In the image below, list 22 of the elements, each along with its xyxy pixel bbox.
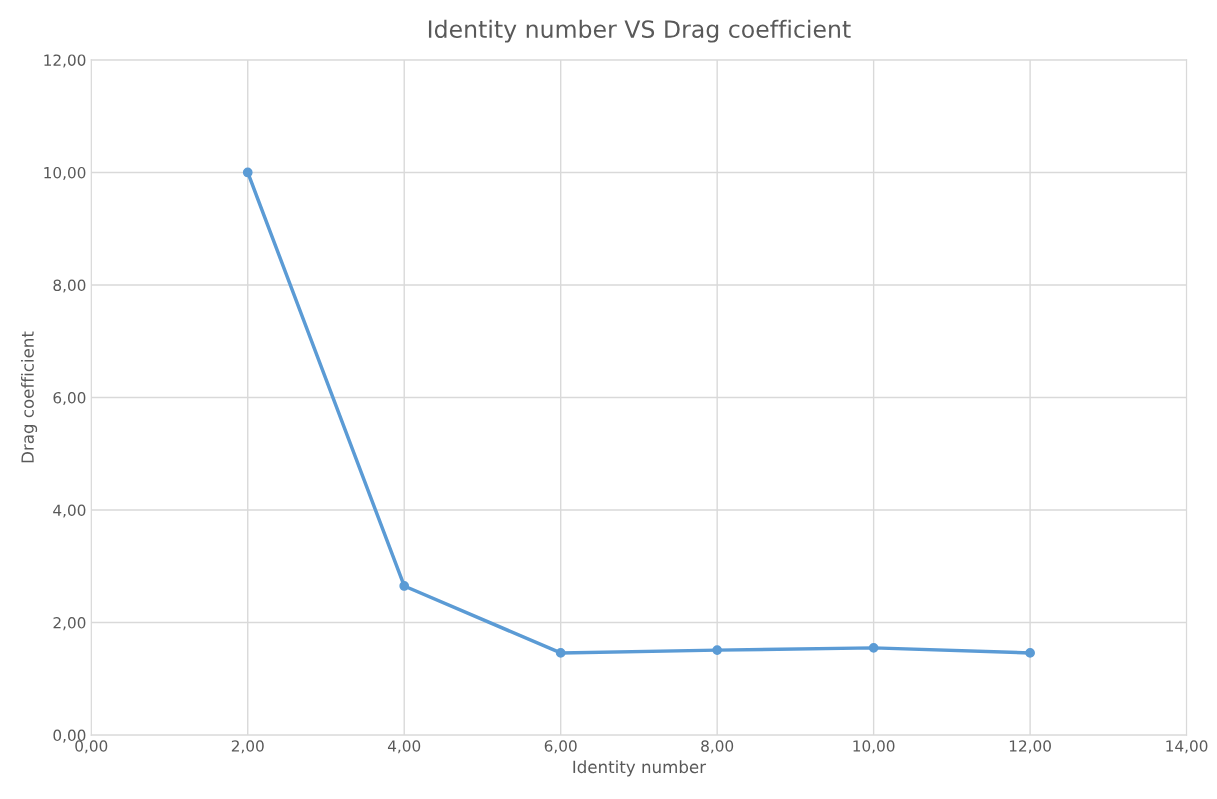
point [868,643,879,653]
chart-title: Identity number VS Drag coefficient [428,19,851,43]
x-axis-title: Identity number [573,760,707,777]
y-axis-title: Drag coefficient [20,331,38,463]
y-tick-label: 10,00 [44,166,86,181]
x-tick-label: 12,00 [1009,740,1051,754]
x-tick-label: 4,00 [387,740,421,754]
y-tick-label: 4,00 [53,504,86,518]
point [1025,648,1035,658]
x-tick-label: 6,00 [544,740,577,754]
y-tick-label: 8,00 [53,279,86,293]
x-tick-label: 2,00 [231,740,264,754]
x-tick-label: 10,00 [853,740,895,754]
y-tick-label: 12,00 [44,54,86,68]
point [555,648,566,658]
x-tick-label: 14,00 [1166,740,1208,754]
y-tick-label: 2,00 [53,617,86,631]
point [399,581,410,591]
point [242,167,253,178]
point [712,645,723,655]
y-tick-label: 6,00 [53,391,86,406]
x-tick-label: 8,00 [701,740,734,754]
